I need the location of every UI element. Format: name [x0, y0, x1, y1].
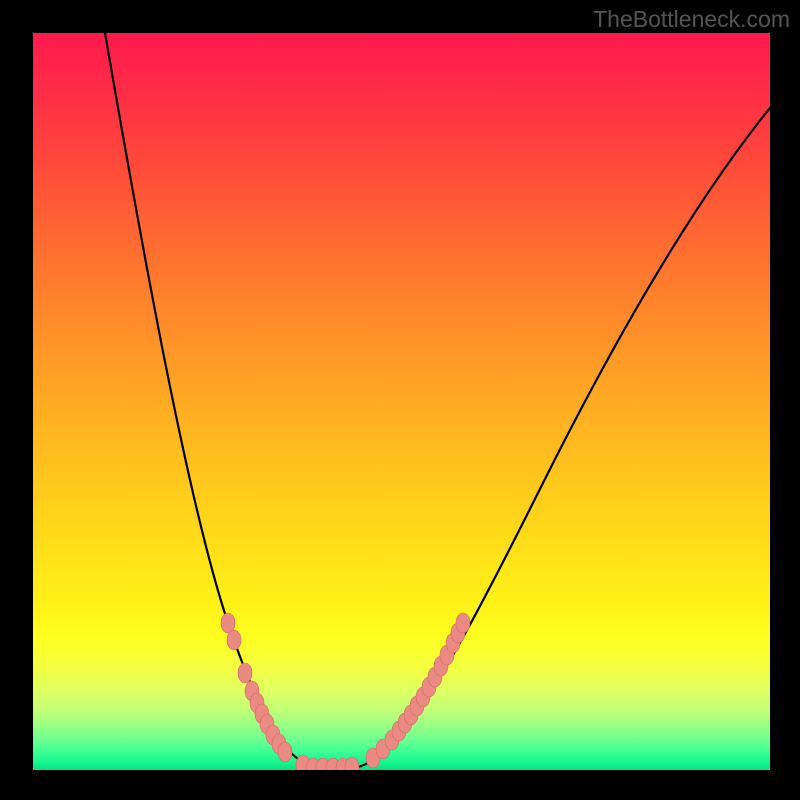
marker-point [238, 663, 252, 683]
plot-area [33, 33, 770, 770]
chart-svg [33, 33, 770, 770]
marker-point [456, 613, 470, 633]
marker-point [278, 742, 292, 762]
marker-point [227, 630, 241, 650]
gradient-background [33, 33, 770, 770]
watermark-text: TheBottleneck.com [593, 6, 790, 33]
